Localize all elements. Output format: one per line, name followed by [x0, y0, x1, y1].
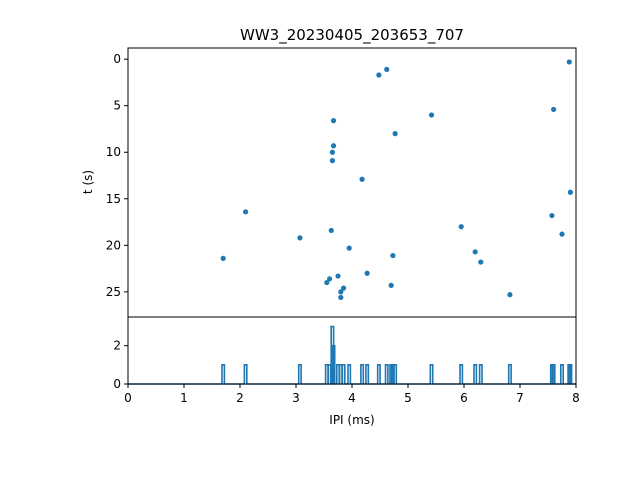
scatter-y-tick-label: 5: [113, 99, 121, 113]
histogram-x-tick-label: 8: [572, 391, 580, 405]
scatter-point: [324, 279, 330, 286]
scatter-point: [329, 149, 335, 155]
histogram-x-tick-label: 4: [348, 391, 356, 405]
scatter-point: [359, 176, 365, 182]
scatter-point: [243, 209, 249, 215]
scatter-point: [364, 270, 370, 276]
scatter-point: [478, 259, 484, 265]
scatter-points: [220, 59, 574, 301]
scatter-point: [566, 59, 572, 65]
y-axis-label: t (s): [81, 170, 95, 194]
scatter-point: [549, 212, 555, 219]
scatter-point: [335, 273, 341, 279]
histogram-y-tick-label: 2: [113, 339, 121, 353]
scatter-point: [328, 227, 334, 234]
scatter-point: [341, 285, 347, 291]
scatter-y-tick-label: 20: [106, 238, 121, 252]
histogram-x-tick-label: 0: [124, 391, 132, 405]
histogram-x-tick-label: 7: [516, 391, 524, 405]
histogram-x-tick-label: 5: [404, 391, 412, 405]
chart-title: WW3_20230405_203653_707: [240, 26, 464, 45]
scatter-point: [458, 224, 464, 230]
scatter-point: [297, 235, 303, 241]
scatter-point: [330, 118, 337, 124]
scatter-y-tick-label: 0: [113, 52, 121, 66]
histogram-x-ticks: 0 1 2 3 4 5 6 7 8: [124, 384, 580, 405]
histogram-x-tick-label: 6: [460, 391, 468, 405]
scatter-plot-frame: [127, 47, 577, 318]
histogram-spikes: [128, 325, 576, 385]
scatter-point: [220, 255, 226, 261]
scatter-point: [390, 252, 396, 259]
scatter-point: [567, 189, 574, 195]
scatter-point: [338, 289, 344, 295]
scatter-y-tick-label: 15: [106, 192, 121, 206]
histogram-series-line: [128, 325, 576, 385]
scatter-point: [472, 249, 478, 255]
scatter-point: [376, 72, 382, 78]
histogram-x-tick-label: 3: [292, 391, 300, 405]
histogram-y-ticks: 02: [113, 339, 128, 391]
histogram-x-tick-label: 1: [180, 391, 188, 405]
scatter-axes: 0 5 10 15 20 25 t (s): [81, 47, 577, 318]
scatter-point: [338, 294, 344, 301]
scatter-point: [329, 158, 335, 164]
scatter-point: [330, 143, 337, 149]
histogram-y-tick-label: 0: [113, 377, 121, 391]
histogram-x-tick-label: 2: [236, 391, 244, 405]
scatter-point: [507, 292, 513, 298]
scatter-point: [428, 112, 435, 118]
scatter-y-ticks: 0 5 10 15 20 25: [106, 52, 128, 299]
scatter-point: [392, 131, 398, 137]
scatter-point: [559, 231, 565, 237]
scatter-point: [327, 276, 333, 282]
scatter-point: [384, 66, 390, 73]
scatter-y-tick-label: 10: [106, 145, 121, 159]
scatter-point: [346, 245, 352, 251]
scatter-y-tick-label: 25: [106, 285, 121, 299]
scatter-point: [551, 106, 557, 113]
scatter-point: [388, 282, 394, 288]
x-axis-label: IPI (ms): [329, 413, 374, 427]
